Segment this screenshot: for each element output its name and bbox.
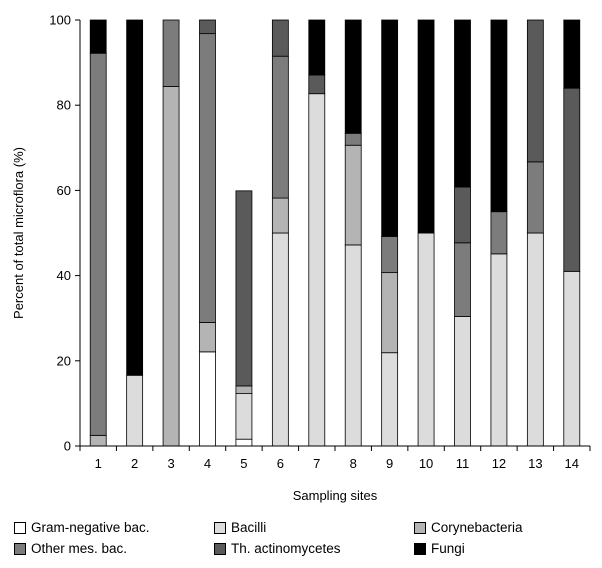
bar-segment: [490, 211, 508, 255]
legend-swatch: [414, 521, 426, 534]
x-tick-label: 7: [313, 456, 320, 471]
bar-segment: [344, 244, 362, 447]
bar-segment: [162, 19, 180, 87]
bar-segment: [235, 438, 253, 447]
legend-label: Fungi: [431, 541, 465, 556]
x-tick-label: 11: [456, 456, 470, 471]
legend-label: Corynebacteria: [431, 520, 523, 535]
bar-segment: [454, 19, 471, 188]
bar-segment: [126, 19, 144, 376]
bar-segment: [490, 19, 508, 213]
bar-segment: [381, 272, 399, 354]
bar-segment: [199, 322, 216, 353]
legend-item-th-actinomycetes: Th. actinomycetes: [214, 541, 414, 556]
legend-label: Th. actinomycetes: [231, 541, 341, 556]
x-tick-label: 6: [277, 456, 284, 471]
bar-segment: [526, 232, 544, 447]
legend: Gram-negative bac. Bacilli Corynebacteri…: [14, 520, 594, 556]
bar-segment: [235, 190, 253, 387]
bar-segment: [199, 351, 216, 447]
bar-segment: [454, 242, 471, 317]
legend-swatch: [214, 521, 226, 534]
bar-segment: [381, 19, 399, 237]
y-tick-label: 40: [57, 268, 71, 283]
axes: [79, 20, 590, 447]
bar-segment: [563, 270, 581, 447]
bar-segment: [235, 385, 253, 395]
bar-segment: [344, 144, 362, 246]
bar-segment: [199, 19, 216, 35]
x-tick-label: 9: [386, 456, 393, 471]
bar-segment: [563, 19, 581, 89]
y-tick-label: 20: [57, 353, 71, 368]
y-ticks: 0 20 40 60 80 100: [49, 13, 80, 454]
y-axis-title: Percent of total microflora (%): [11, 147, 26, 319]
x-tick-label: 13: [528, 456, 542, 471]
bar-segment: [271, 55, 289, 199]
legend-item-fungi: Fungi: [414, 541, 594, 556]
bar-segment: [308, 19, 326, 76]
legend-label: Gram-negative bac.: [31, 520, 150, 535]
x-tick-label: 1: [95, 456, 102, 471]
bar-segment: [308, 74, 326, 95]
bar-segment: [89, 52, 107, 436]
legend-label: Other mes. bac.: [31, 541, 128, 556]
bar-segment: [308, 93, 326, 447]
legend-label: Bacilli: [231, 520, 267, 535]
x-tick-label: 14: [565, 456, 579, 471]
legend-item-corynebacteria: Corynebacteria: [414, 520, 594, 535]
x-tick-label: 3: [167, 456, 174, 471]
bar-segment: [526, 161, 544, 234]
bar-segment: [344, 19, 362, 134]
legend-swatch: [214, 542, 226, 555]
bar-segment: [162, 86, 180, 447]
x-ticks: 1 2 3 4 5 6 7 8 9 10 11 12 13 14: [79, 446, 591, 471]
x-tick-label: 8: [350, 456, 357, 471]
legend-item-gram-negative: Gram-negative bac.: [14, 520, 214, 535]
legend-swatch: [14, 542, 26, 555]
bar-segment: [381, 352, 399, 447]
bar-segment: [89, 19, 107, 54]
bar-segment: [89, 434, 107, 447]
x-axis-title: Sampling sites: [293, 488, 378, 503]
x-tick-label: 5: [240, 456, 247, 471]
legend-swatch: [14, 521, 26, 534]
bar-segment: [563, 87, 581, 272]
x-tick-label: 10: [419, 456, 433, 471]
bar-segment: [526, 19, 544, 163]
bar-segment: [381, 236, 399, 274]
y-tick-label: 0: [64, 439, 71, 454]
y-tick-label: 80: [57, 98, 71, 113]
legend-item-other-mes-bac: Other mes. bac.: [14, 541, 214, 556]
x-tick-label: 2: [131, 456, 138, 471]
bar-segment: [490, 253, 508, 447]
bar-segment: [126, 374, 144, 447]
bar-segment: [235, 393, 253, 440]
bar-segment: [271, 232, 289, 447]
bar-segment: [417, 19, 435, 234]
bar-segment: [454, 186, 471, 244]
bar-segment: [417, 232, 435, 447]
y-tick-label: 100: [49, 13, 71, 28]
bar-segment: [271, 197, 289, 234]
x-tick-label: 4: [204, 456, 211, 471]
bar-segment: [199, 33, 216, 323]
x-tick-label: 12: [492, 456, 506, 471]
bar-segment: [454, 316, 471, 447]
legend-swatch: [414, 542, 426, 555]
bar-segment: [344, 132, 362, 146]
legend-item-bacilli: Bacilli: [214, 520, 414, 535]
bar-segment: [271, 19, 289, 57]
y-tick-label: 60: [57, 183, 71, 198]
bars: [89, 19, 581, 447]
